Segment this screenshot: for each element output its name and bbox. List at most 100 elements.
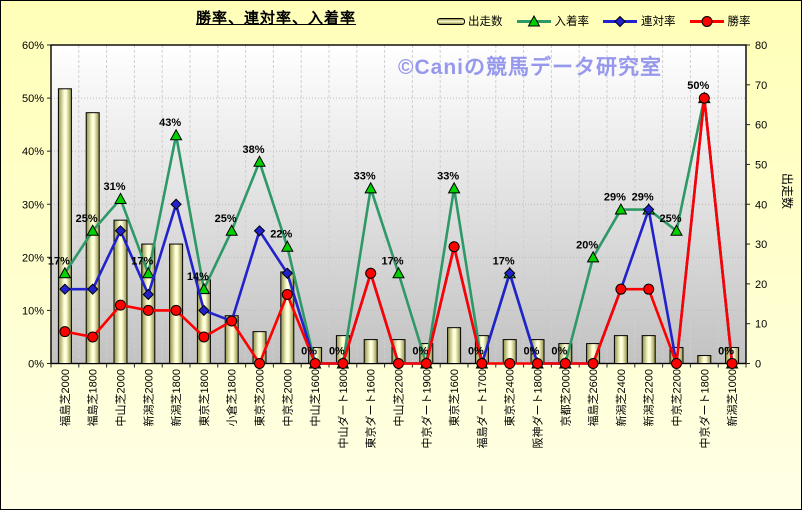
legend-item-place-rate: 入着率	[516, 13, 590, 29]
svg-text:中京ダート1800: 中京ダート1800	[697, 369, 711, 448]
svg-text:20%: 20%	[22, 252, 44, 264]
svg-text:10%: 10%	[22, 305, 44, 317]
bar	[85, 112, 100, 365]
bar	[447, 327, 462, 365]
svg-text:50%: 50%	[22, 93, 44, 105]
svg-text:中山ダート1800: 中山ダート1800	[336, 369, 350, 448]
svg-text:29%: 29%	[632, 192, 654, 204]
svg-text:0: 0	[755, 359, 761, 371]
svg-text:17%: 17%	[381, 255, 403, 267]
svg-text:中山芝2200: 中山芝2200	[393, 369, 406, 426]
svg-text:40%: 40%	[22, 146, 44, 158]
legend-item-quinella-rate: 連対率	[602, 13, 676, 29]
svg-text:0%: 0%	[329, 346, 345, 358]
svg-text:31%: 31%	[103, 181, 125, 193]
svg-text:50: 50	[755, 159, 767, 171]
svg-text:新潟芝1800: 新潟芝1800	[169, 369, 183, 426]
svg-text:新潟芝1000: 新潟芝1000	[725, 369, 739, 426]
svg-text:0%: 0%	[468, 346, 484, 358]
svg-text:80: 80	[755, 40, 767, 52]
svg-text:60: 60	[755, 120, 767, 132]
svg-text:中京芝2200: 中京芝2200	[670, 369, 684, 426]
legend-item-win-rate: 勝率	[689, 13, 751, 29]
svg-text:17%: 17%	[493, 255, 515, 267]
svg-text:新潟芝2000: 新潟芝2000	[141, 369, 155, 426]
svg-text:東京芝1600: 東京芝1600	[447, 369, 461, 426]
svg-text:中山芝2000: 中山芝2000	[115, 369, 128, 426]
svg-text:0%: 0%	[301, 346, 317, 358]
svg-text:14%: 14%	[187, 271, 209, 283]
copyright-watermark: ©Caniの競馬データ研究室	[398, 56, 662, 79]
svg-text:東京芝1800: 東京芝1800	[197, 369, 211, 426]
svg-text:17%: 17%	[48, 255, 70, 267]
svg-text:東京ダート1600: 東京ダート1600	[364, 369, 378, 448]
svg-text:17%: 17%	[131, 255, 153, 267]
bar	[641, 335, 656, 365]
svg-text:50%: 50%	[687, 80, 709, 92]
svg-text:福島芝2600: 福島芝2600	[586, 369, 600, 426]
svg-text:29%: 29%	[604, 192, 626, 204]
svg-text:出走数: 出走数	[780, 173, 795, 209]
svg-text:中京芝2000: 中京芝2000	[280, 369, 294, 426]
svg-text:0%: 0%	[28, 359, 44, 371]
svg-text:25%: 25%	[215, 213, 237, 225]
bar	[169, 243, 184, 364]
legend-triangle-marker-icon	[516, 14, 551, 26]
legend-bar-swatch-icon	[437, 17, 465, 25]
chart-title: 勝率、連対率、入着率	[195, 10, 356, 27]
svg-text:20%: 20%	[576, 239, 598, 251]
svg-text:40: 40	[755, 199, 767, 211]
legend-diamond-marker-icon	[603, 15, 637, 27]
svg-text:30%: 30%	[22, 199, 44, 211]
svg-text:25%: 25%	[76, 213, 98, 225]
svg-text:京都芝2000: 京都芝2000	[558, 369, 572, 426]
legend-label: 勝率	[727, 16, 751, 28]
svg-text:60%: 60%	[22, 40, 44, 52]
svg-text:20: 20	[755, 279, 767, 291]
legend-label: 入着率	[554, 16, 590, 28]
x-axis-labels: 福島芝2000 福島芝1800 中山芝2000 新潟芝2000 新潟芝1800 東京芝18…	[58, 369, 739, 448]
svg-text:新潟芝2400: 新潟芝2400	[614, 369, 628, 426]
svg-text:福島芝1800: 福島芝1800	[86, 369, 100, 426]
svg-text:30: 30	[755, 239, 767, 251]
legend-label: 出走数	[468, 16, 503, 28]
svg-text:新潟芝2200: 新潟芝2200	[642, 369, 656, 426]
svg-text:阪神ダート1800: 阪神ダート1800	[531, 369, 545, 448]
svg-text:43%: 43%	[159, 117, 181, 129]
left-axis-labels: 0% 10% 20% 30% 40% 50% 60%	[22, 40, 44, 371]
gridlines	[51, 45, 746, 364]
svg-text:東京芝2000: 東京芝2000	[253, 369, 267, 426]
svg-text:33%: 33%	[437, 170, 459, 182]
bar	[57, 88, 72, 364]
series-win-rate	[59, 92, 738, 369]
svg-text:中山芝1600: 中山芝1600	[309, 369, 322, 426]
bar	[113, 219, 128, 364]
svg-text:0%: 0%	[524, 346, 540, 358]
svg-text:38%: 38%	[242, 144, 264, 156]
right-axis-labels: 0 10 20 30 40 50 60 70 80	[755, 40, 767, 371]
legend: 出走数 入着率 連対率 勝率	[437, 12, 751, 30]
svg-text:10: 10	[755, 319, 767, 331]
svg-text:0%: 0%	[551, 346, 567, 358]
svg-text:70: 70	[755, 80, 767, 92]
svg-text:22%: 22%	[270, 229, 292, 241]
svg-text:福島芝2000: 福島芝2000	[58, 369, 72, 426]
svg-text:中京ダート1900: 中京ダート1900	[419, 369, 433, 448]
svg-text:33%: 33%	[354, 170, 376, 182]
bar	[363, 339, 378, 364]
svg-text:0%: 0%	[718, 346, 734, 358]
legend-item-starts: 出走数	[437, 13, 503, 29]
legend-label: 連対率	[641, 16, 676, 28]
right-axis-title: 出走数	[780, 173, 795, 209]
legend-circle-marker-icon	[689, 15, 724, 27]
svg-text:25%: 25%	[659, 213, 681, 225]
svg-text:小倉芝1800: 小倉芝1800	[225, 369, 239, 426]
bar	[613, 335, 628, 365]
bar	[697, 355, 712, 365]
svg-text:0%: 0%	[412, 346, 428, 358]
svg-text:東京芝2400: 東京芝2400	[503, 369, 517, 426]
data-labels: 17% 25% 31% 17% 43% 14% 25% 38% 22% 0% 0% 33% 17% 0% 3…	[48, 80, 734, 357]
svg-text:福島ダート1700: 福島ダート1700	[475, 369, 489, 448]
